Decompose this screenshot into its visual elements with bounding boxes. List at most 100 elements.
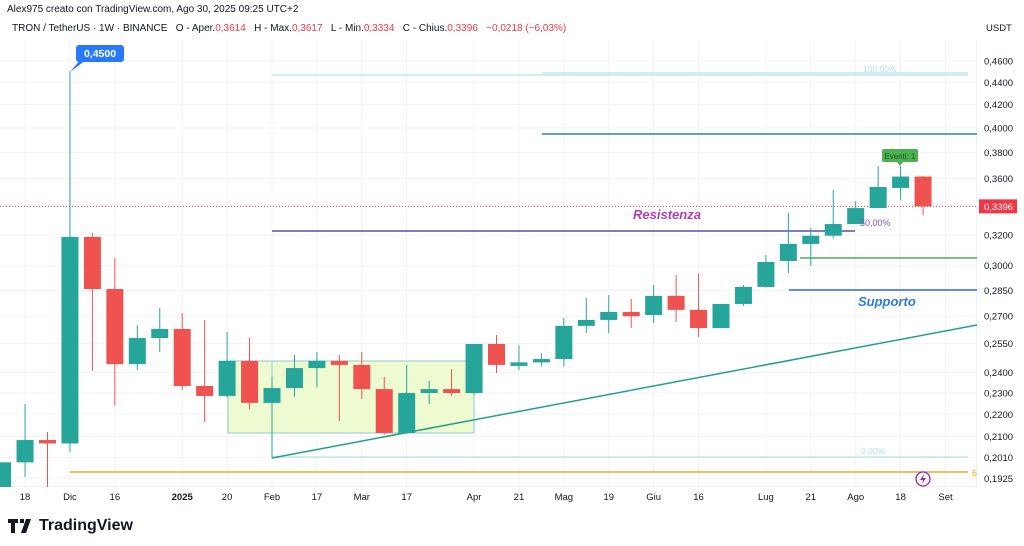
- candle-body: [16, 440, 34, 463]
- current-price-value: 0,3396: [984, 202, 1013, 213]
- candle-body: [420, 389, 438, 394]
- candle-body: [892, 176, 910, 188]
- candle-body: [398, 393, 416, 433]
- candle: [712, 303, 730, 329]
- candle-body: [443, 389, 461, 394]
- time-tick-label: 18: [20, 492, 31, 503]
- current-price-tag: [979, 199, 1017, 214]
- candle: [892, 166, 910, 201]
- candle: [0, 462, 12, 487]
- events-badge-pointer: [897, 162, 903, 166]
- candle: [39, 432, 56, 487]
- candle: [914, 176, 932, 216]
- time-tick-label: Giu: [646, 492, 661, 503]
- close-value: 0,3396: [447, 23, 478, 34]
- candle: [151, 308, 169, 352]
- candle-body: [241, 360, 259, 403]
- candle: [734, 284, 752, 306]
- price-axis: 0,4600 0,4400 0,4200 0,4000 0,3800 0,3600 0,32…: [979, 57, 1017, 485]
- events-badge: [882, 149, 918, 162]
- candle-body: [734, 286, 752, 304]
- candle-body: [83, 236, 101, 289]
- time-tick-label: 16: [693, 492, 704, 503]
- range-box: [227, 360, 475, 434]
- candle: [83, 232, 101, 372]
- fib-100-label: 100,00%: [863, 64, 897, 74]
- price-tick-label: 0,2100: [984, 432, 1013, 443]
- candle-body: [802, 235, 820, 244]
- candle: [510, 345, 528, 371]
- orange-level-label: 6: [972, 468, 977, 478]
- candle-body: [151, 328, 169, 338]
- time-tick-label: 19: [603, 492, 614, 503]
- time-tick-label: 21: [806, 492, 817, 503]
- time-tick-label: Set: [938, 492, 953, 503]
- candle: [690, 273, 708, 338]
- legend-ohlc: TRON / TetherUS · 1W · BINANCE O - Aper.…: [12, 23, 566, 34]
- candle: [353, 351, 371, 400]
- candle-body: [330, 360, 348, 365]
- candle: [330, 354, 348, 422]
- resistance-label: Resistenza: [633, 207, 701, 222]
- time-tick-label: Lug: [758, 492, 774, 503]
- open-label: O - Aper.: [175, 23, 216, 34]
- candle-body: [218, 360, 236, 396]
- candle-body: [600, 311, 618, 320]
- candle-body: [488, 343, 505, 365]
- candle-body: [263, 388, 281, 403]
- candle: [263, 377, 281, 459]
- currency-label: USDT: [986, 23, 1012, 34]
- candle-body: [622, 311, 640, 317]
- time-tick-label: Mar: [354, 492, 370, 503]
- price-tick-label: 0,2700: [984, 312, 1013, 323]
- drawings: [0, 72, 977, 473]
- candle-body: [0, 462, 12, 487]
- time-tick-label: 16: [110, 492, 121, 503]
- symbol-label[interactable]: TRON / TetherUS · 1W · BINANCE: [12, 23, 168, 34]
- candle-body: [308, 360, 326, 369]
- time-tick-label: Feb: [264, 492, 280, 503]
- price-tick-label: 0,2400: [984, 368, 1013, 379]
- candle: [128, 325, 146, 371]
- overlay: 100,00% 50,00% 0,00% 6 Resistenza Supporto 0,4…: [70, 45, 977, 487]
- price-tick-label: 0,4400: [984, 78, 1013, 89]
- candle-body: [196, 385, 214, 396]
- time-tick-label: 20: [222, 492, 233, 503]
- candle: [16, 403, 34, 478]
- price-tick-label: 0,4200: [984, 100, 1013, 111]
- high-tooltip: [76, 45, 124, 62]
- price-tick-label: 0,2300: [984, 389, 1013, 400]
- events-badge-label: Eventi: 1: [884, 152, 916, 161]
- time-tick-label: Mag: [555, 492, 573, 503]
- candle: [600, 295, 618, 334]
- candle: [555, 317, 573, 367]
- candle-body: [869, 187, 887, 209]
- support-label: Supporto: [858, 294, 916, 309]
- candle: [443, 369, 461, 396]
- attribution: Alex975 creato con TradingView.com, Ago …: [7, 4, 299, 15]
- candle: [824, 189, 842, 238]
- candle: [173, 313, 191, 390]
- candle: [285, 354, 303, 397]
- time-tick-label: 2025: [172, 492, 194, 503]
- time-tick-label: Apr: [467, 492, 482, 503]
- price-tick-label: 0,3800: [984, 148, 1013, 159]
- price-tick-label: 0,2200: [984, 410, 1013, 421]
- lightning-icon[interactable]: [915, 471, 931, 487]
- high-label: H - Max.: [254, 23, 292, 34]
- time-tick-label: Dic: [63, 492, 77, 503]
- candles: [0, 71, 932, 487]
- price-tick-label: 0,1925: [984, 474, 1013, 485]
- candle: [847, 201, 865, 225]
- candle: [106, 257, 124, 406]
- price-tick-label: 0,3600: [984, 174, 1013, 185]
- candle: [375, 377, 393, 435]
- trend-line: [271, 324, 977, 459]
- candle: [757, 255, 775, 288]
- time-tick-label: 21: [514, 492, 525, 503]
- candle-body: [353, 364, 371, 390]
- tradingview-logo-icon: [8, 519, 31, 533]
- candle-body: [667, 295, 685, 310]
- high-value: 0,3617: [291, 23, 323, 34]
